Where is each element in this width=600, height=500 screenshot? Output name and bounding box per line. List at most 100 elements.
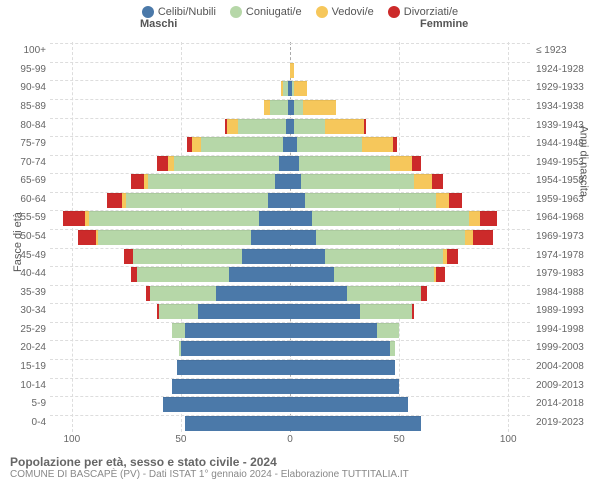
bar-seg-f-co (294, 100, 303, 115)
header-male: Maschi (140, 18, 177, 30)
bar-seg-m-co (172, 323, 185, 338)
age-label: 70-74 (8, 157, 46, 168)
bar-seg-f-v (436, 193, 449, 208)
pyramid-row (50, 229, 530, 245)
pyramid-row (50, 340, 530, 356)
age-label: 95-99 (8, 64, 46, 75)
bar-seg-m-c (185, 323, 290, 338)
birth-year-label: 1944-1948 (536, 138, 600, 149)
bar-seg-f-c (290, 230, 316, 245)
bar-seg-f-co (294, 119, 325, 134)
bar-seg-f-co (305, 193, 436, 208)
legend-label: Divorziati/e (404, 6, 458, 18)
x-tick: 100 (500, 434, 517, 445)
pyramid-row (50, 322, 530, 338)
pyramid-row (50, 359, 530, 375)
age-label: 0-4 (8, 417, 46, 428)
bar-seg-m-co (126, 193, 268, 208)
age-label: 65-69 (8, 175, 46, 186)
x-tick: 100 (63, 434, 80, 445)
age-label: 20-24 (8, 342, 46, 353)
bar-seg-m-c (181, 341, 290, 356)
bar-seg-f-co (390, 341, 394, 356)
bar-seg-f-d (449, 193, 462, 208)
header-female: Femmine (420, 18, 468, 30)
bar-seg-f-c (290, 193, 305, 208)
age-label: 80-84 (8, 120, 46, 131)
bar-seg-m-co (201, 137, 284, 152)
legend-dot (316, 6, 328, 18)
bar-seg-m-d (124, 249, 133, 264)
pyramid-row (50, 99, 530, 115)
bar-seg-f-c (290, 304, 360, 319)
legend-item: Divorziati/e (388, 6, 458, 18)
bar-seg-f-d (393, 137, 397, 152)
bar-seg-f-d (412, 304, 414, 319)
bar-seg-f-co (377, 323, 399, 338)
birth-year-label: 1949-1953 (536, 157, 600, 168)
bar-seg-f-c (290, 416, 421, 431)
bar-seg-f-c (290, 211, 312, 226)
bar-seg-f-c (290, 286, 347, 301)
pyramid-row (50, 136, 530, 152)
column-headers: Maschi Femmine (0, 18, 600, 36)
bar-seg-f-c (290, 249, 325, 264)
bar-seg-f-d (447, 249, 458, 264)
birth-year-label: ≤ 1923 (536, 45, 600, 56)
bar-seg-f-v (290, 63, 294, 78)
bar-seg-f-v (325, 119, 364, 134)
y-axis-left-title: Fasce di età (12, 212, 24, 272)
bar-seg-m-d (63, 211, 85, 226)
x-tick: 50 (394, 434, 405, 445)
bar-seg-m-c (242, 249, 290, 264)
bar-seg-f-co (312, 211, 469, 226)
birth-year-label: 1969-1973 (536, 231, 600, 242)
bar-seg-f-v (362, 137, 393, 152)
bar-seg-f-co (297, 137, 362, 152)
bar-seg-m-d (107, 193, 122, 208)
birth-year-label: 2014-2018 (536, 398, 600, 409)
bar-seg-f-v (414, 174, 431, 189)
plot-area: 10050050100100+≤ 192395-991924-192890-94… (50, 42, 530, 432)
population-pyramid-chart: Celibi/NubiliConiugati/eVedovi/eDivorzia… (0, 0, 600, 500)
bar-seg-m-co (150, 286, 215, 301)
legend-dot (142, 6, 154, 18)
age-label: 10-14 (8, 380, 46, 391)
footer-title: Popolazione per età, sesso e stato civil… (10, 455, 409, 469)
bar-seg-m-c (259, 211, 290, 226)
bar-seg-m-d (157, 156, 168, 171)
pyramid-row (50, 396, 530, 412)
birth-year-label: 2009-2013 (536, 380, 600, 391)
bar-seg-m-co (89, 211, 259, 226)
pyramid-row (50, 210, 530, 226)
birth-year-label: 1924-1928 (536, 64, 600, 75)
bar-seg-f-co (347, 286, 421, 301)
pyramid-row (50, 155, 530, 171)
bar-seg-m-c (163, 397, 290, 412)
age-label: 100+ (8, 45, 46, 56)
age-label: 75-79 (8, 138, 46, 149)
bar-seg-m-c (177, 360, 290, 375)
bar-seg-f-v (303, 100, 336, 115)
legend-item: Celibi/Nubili (142, 6, 216, 18)
bar-seg-m-c (268, 193, 290, 208)
bar-seg-f-c (290, 379, 399, 394)
birth-year-label: 1939-1943 (536, 120, 600, 131)
y-axis-right-title: Anni di nascita (578, 125, 590, 197)
bar-seg-m-c (216, 286, 290, 301)
pyramid-row (50, 248, 530, 264)
legend-item: Coniugati/e (230, 6, 302, 18)
age-label: 35-39 (8, 287, 46, 298)
x-tick: 50 (175, 434, 186, 445)
bar-seg-f-c (290, 323, 377, 338)
bar-seg-f-c (290, 174, 301, 189)
bar-seg-f-co (360, 304, 412, 319)
bar-seg-f-co (316, 230, 464, 245)
bar-seg-f-d (421, 286, 428, 301)
legend-dot (230, 6, 242, 18)
birth-year-label: 2019-2023 (536, 417, 600, 428)
birth-year-label: 1994-1998 (536, 324, 600, 335)
age-label: 90-94 (8, 82, 46, 93)
bar-seg-f-v (469, 211, 480, 226)
bar-seg-m-co (238, 119, 286, 134)
